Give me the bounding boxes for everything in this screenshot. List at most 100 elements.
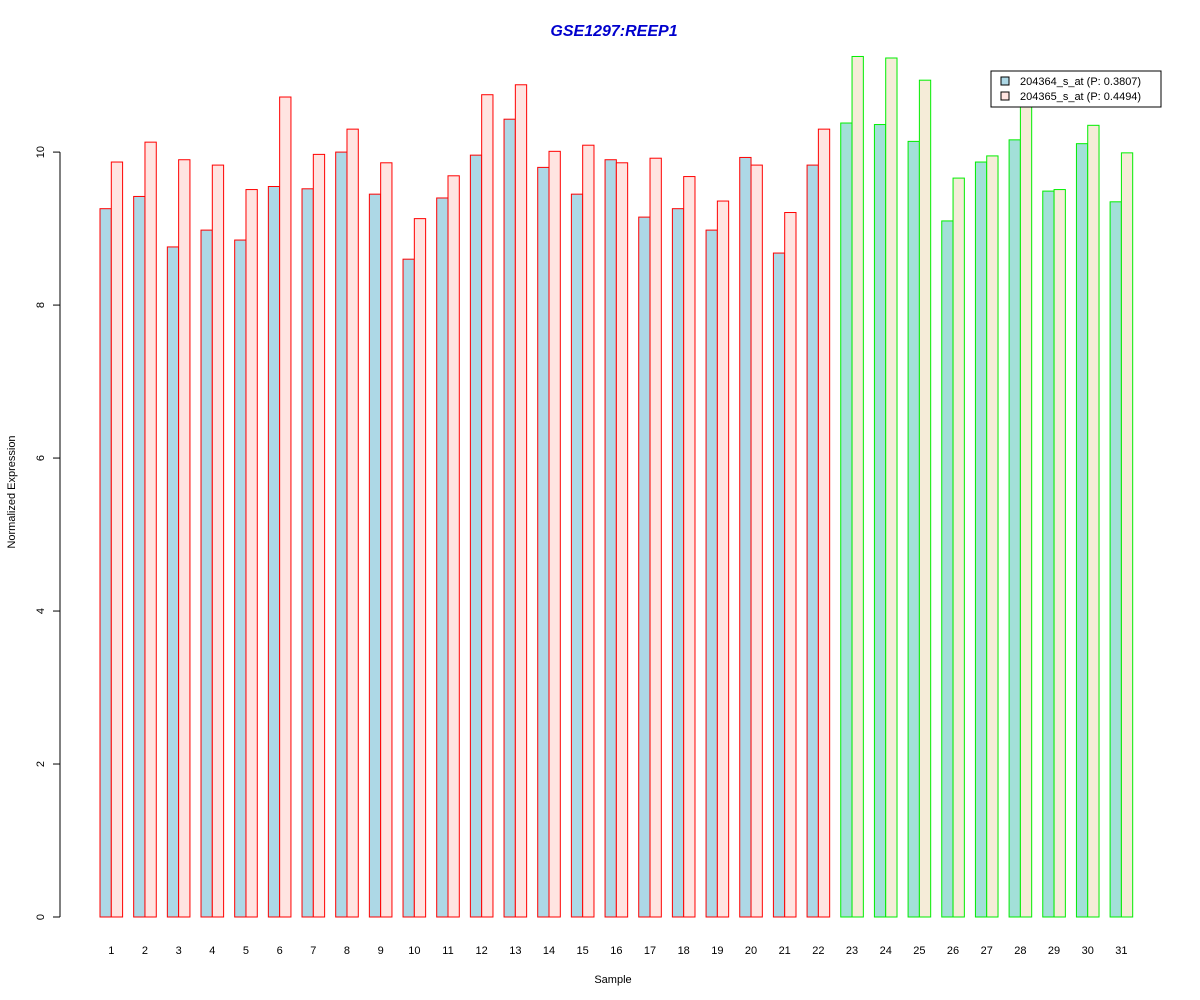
chart-title: GSE1297:REEP1 <box>550 23 677 40</box>
bar-sample-24-series-1 <box>873 124 887 918</box>
bars-layer <box>99 55 1134 918</box>
bar-sample-9-series-2 <box>380 162 393 918</box>
bar-sample-10-series-2 <box>413 218 427 918</box>
bar-sample-4-series-1 <box>200 229 213 918</box>
bar-sample-31-series-2 <box>1120 152 1134 918</box>
x-tick-label: 3 <box>176 945 182 957</box>
bar-sample-25-series-1 <box>907 140 920 918</box>
bar-sample-14-series-1 <box>537 166 550 918</box>
x-tick-label: 12 <box>476 945 488 957</box>
x-tick-label: 7 <box>310 945 316 957</box>
bar-sample-20-series-1 <box>739 156 752 918</box>
legend-swatch-2 <box>1000 91 1010 101</box>
x-tick-label: 23 <box>846 945 858 957</box>
bar-sample-19-series-2 <box>716 200 730 918</box>
x-tick-label: 29 <box>1048 945 1060 957</box>
bar-sample-7-series-2 <box>312 153 326 918</box>
x-tick-label: 18 <box>678 945 690 957</box>
x-tick-label: 21 <box>779 945 791 957</box>
bar-sample-2-series-2 <box>144 141 157 918</box>
bar-sample-11-series-1 <box>436 197 449 918</box>
legend-swatch-1 <box>1000 76 1010 86</box>
x-tick-label: 17 <box>644 945 656 957</box>
bar-sample-8-series-2 <box>346 128 359 918</box>
bar-sample-22-series-1 <box>806 164 819 918</box>
bar-sample-30-series-2 <box>1087 124 1100 918</box>
bar-sample-13-series-1 <box>503 118 516 918</box>
bar-sample-23-series-1 <box>840 122 853 918</box>
legend: 204364_s_at (P: 0.3807) 204365_s_at (P: … <box>990 70 1162 108</box>
bar-sample-1-series-1 <box>99 208 112 918</box>
x-tick-label: 16 <box>610 945 622 957</box>
x-tick-label: 30 <box>1082 945 1094 957</box>
x-axis-label: Sample <box>594 974 631 986</box>
bar-sample-5-series-1 <box>234 239 247 918</box>
x-tick-label: 4 <box>209 945 215 957</box>
bar-sample-6-series-1 <box>267 186 281 918</box>
x-tick-label: 1 <box>108 945 114 957</box>
legend-entry-1: 204364_s_at (P: 0.3807) <box>1020 76 1141 88</box>
bar-sample-10-series-1 <box>402 258 415 918</box>
x-tick-label: 10 <box>408 945 420 957</box>
bar-sample-3-series-2 <box>178 159 191 918</box>
x-tick-label: 15 <box>577 945 589 957</box>
x-tick-label: 5 <box>243 945 249 957</box>
bar-sample-17-series-2 <box>649 157 662 918</box>
x-tick-label: 8 <box>344 945 350 957</box>
x-tick-label: 11 <box>442 945 453 957</box>
bar-sample-16-series-1 <box>604 159 617 918</box>
bar-sample-4-series-2 <box>211 164 225 918</box>
bar-sample-27-series-1 <box>974 161 988 918</box>
bar-sample-29-series-1 <box>1042 190 1055 918</box>
bar-sample-25-series-2 <box>918 79 932 918</box>
bar-sample-26-series-1 <box>941 220 954 918</box>
x-tick-label: 9 <box>378 945 384 957</box>
bar-sample-2-series-1 <box>133 195 146 918</box>
bar-sample-18-series-1 <box>671 208 685 918</box>
bar-sample-11-series-2 <box>447 175 460 918</box>
y-axis-label: Normalized Expression <box>6 435 18 548</box>
bar-sample-14-series-2 <box>548 150 561 918</box>
y-tick-label: 2 <box>35 761 47 767</box>
y-tick-label: 10 <box>35 146 47 158</box>
x-tick-label: 31 <box>1115 945 1127 957</box>
x-tick-label: 2 <box>142 945 148 957</box>
bar-sample-27-series-2 <box>986 155 999 918</box>
bar-sample-26-series-2 <box>952 177 965 918</box>
bar-sample-5-series-2 <box>245 189 258 918</box>
bar-sample-6-series-2 <box>279 96 292 918</box>
y-axis: 0 2 4 6 8 10 <box>35 146 61 920</box>
bar-sample-28-series-1 <box>1008 139 1021 918</box>
x-tick-label: 22 <box>812 945 824 957</box>
bar-sample-29-series-2 <box>1053 189 1066 918</box>
bar-sample-24-series-2 <box>885 57 898 918</box>
x-tick-label: 27 <box>981 945 993 957</box>
bar-sample-23-series-2 <box>851 55 864 918</box>
x-tick-label: 20 <box>745 945 757 957</box>
x-tick-label: 24 <box>880 945 892 957</box>
bar-sample-8-series-1 <box>335 151 348 918</box>
bar-sample-22-series-2 <box>817 128 831 918</box>
bar-sample-20-series-2 <box>750 164 763 918</box>
x-tick-label: 25 <box>913 945 925 957</box>
x-tick-label: 26 <box>947 945 959 957</box>
x-tick-labels: 1 2 3 4 5 6 7 8 9 10 11 12 13 14 15 16 17 18 19 20 21 22 23 24 2… <box>108 945 1127 957</box>
bar-sample-28-series-2 <box>1019 101 1033 918</box>
bar-sample-31-series-1 <box>1109 201 1122 918</box>
bar-sample-30-series-1 <box>1075 143 1089 918</box>
x-tick-label: 28 <box>1014 945 1026 957</box>
y-tick-label: 6 <box>35 455 47 461</box>
x-tick-label: 14 <box>543 945 555 957</box>
bar-sample-7-series-1 <box>301 188 314 918</box>
bar-sample-16-series-2 <box>615 162 629 918</box>
bar-sample-15-series-2 <box>582 144 595 918</box>
y-tick-label: 8 <box>35 302 47 308</box>
x-tick-label: 19 <box>711 945 723 957</box>
bar-sample-3-series-1 <box>166 246 180 918</box>
legend-box <box>990 70 1162 108</box>
bar-sample-15-series-1 <box>570 193 584 918</box>
legend-entry-2: 204365_s_at (P: 0.4494) <box>1020 91 1141 103</box>
bar-sample-12-series-1 <box>469 154 483 918</box>
bar-sample-21-series-2 <box>784 212 797 918</box>
